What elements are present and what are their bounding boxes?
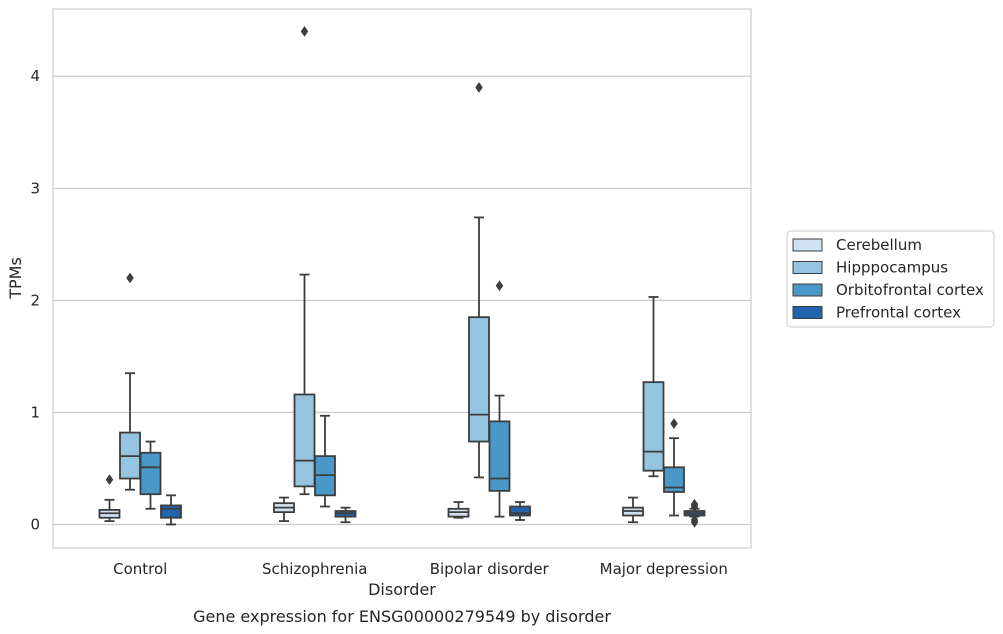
box-hipppocampus-0	[119, 272, 141, 491]
chart-title: Gene expression for ENSG00000279549 by d…	[193, 607, 611, 626]
outlier-point	[105, 474, 114, 486]
outlier-point	[126, 272, 134, 284]
outlier-point	[690, 498, 699, 510]
legend-label: Cerebellum	[836, 236, 922, 254]
legend-swatch	[792, 283, 823, 297]
box-body	[468, 316, 490, 443]
legend-swatch	[792, 306, 823, 319]
x-tick-label: Control	[113, 560, 167, 578]
legend-swatch	[792, 261, 823, 274]
box-hipppocampus-3	[642, 296, 665, 478]
box-body	[293, 393, 316, 488]
box-cerebellum-3	[622, 496, 644, 524]
outlier-point	[670, 418, 678, 430]
y-tick-label: 2	[30, 291, 40, 309]
box-cerebellum-1	[273, 496, 295, 523]
y-tick-label: 3	[30, 179, 40, 197]
y-tick-labels: 0 1 2 3 4	[30, 67, 40, 533]
box-body	[488, 420, 511, 492]
box-orbitofrontal-cortex-0	[139, 440, 162, 510]
box-orbitofrontal-cortex-1	[314, 414, 336, 508]
box-hipppocampus-2	[468, 82, 490, 479]
box-body	[160, 504, 182, 519]
outlier-point	[475, 82, 483, 93]
box-body	[663, 466, 685, 493]
box-orbitofrontal-cortex-3	[663, 418, 685, 517]
legend-frame	[786, 230, 995, 328]
box-orbitofrontal-cortex-2	[488, 280, 511, 518]
legend-label: Orbitofrontal cortex	[836, 281, 984, 299]
legend-label: Hipppocampus	[836, 259, 948, 277]
box-prefrontal-cortex-3	[683, 498, 706, 528]
outlier-point	[690, 514, 699, 526]
y-tick-label: 1	[30, 403, 40, 421]
plot-area	[53, 9, 751, 548]
box-cerebellum-2	[447, 501, 470, 519]
box-hipppocampus-1	[293, 25, 316, 496]
x-tick-label: Major depression	[600, 560, 728, 578]
legend-label: Prefrontal cortex	[836, 304, 961, 322]
y-tick-label: 0	[30, 515, 40, 533]
outlier-point	[300, 25, 309, 37]
box-cerebellum-0	[98, 474, 121, 523]
x-tick-labels: Control Schizophrenia Bipolar disorder Majo…	[113, 560, 728, 578]
plot-frame	[52, 8, 752, 549]
box-prefrontal-cortex-1	[334, 506, 357, 524]
y-tick-label: 4	[30, 67, 40, 85]
box-prefrontal-cortex-0	[160, 494, 182, 526]
box-body	[642, 381, 665, 472]
y-axis-label: TPMs	[6, 257, 25, 300]
legend-swatch	[792, 238, 823, 252]
boxes	[98, 25, 706, 528]
box-prefrontal-cortex-2	[509, 501, 531, 521]
box-body	[509, 505, 531, 517]
box-body	[139, 451, 162, 496]
x-tick-label: Schizophrenia	[262, 560, 367, 578]
outlier-point	[495, 280, 504, 292]
x-tick-label: Bipolar disorder	[430, 560, 550, 578]
x-axis-label: Disorder	[368, 580, 436, 599]
legend: Cerebellum Hipppocampus Orbitofrontal cort…	[786, 230, 995, 328]
